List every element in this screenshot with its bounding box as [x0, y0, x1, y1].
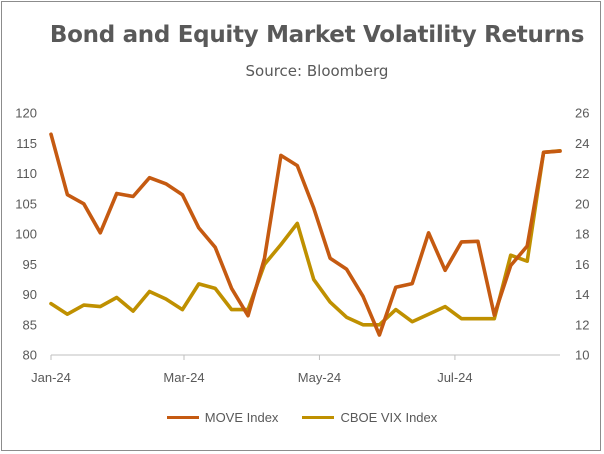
legend-swatch-vix — [302, 416, 335, 419]
legend-item-move: MOVE Index — [166, 410, 279, 425]
legend-item-vix: CBOE VIX Index — [302, 410, 437, 425]
right-axis-tick-label: 14 — [575, 287, 589, 302]
right-axis-tick-label: 24 — [575, 136, 589, 151]
chart-title: Bond and Equity Market Volatility Return… — [49, 22, 585, 48]
series-line-move-index — [49, 132, 562, 337]
left-axis-tick-label: 90 — [23, 287, 37, 302]
right-axis-tick-label: 26 — [575, 106, 589, 121]
chart-subtitle: Source: Bloomberg — [245, 62, 389, 80]
chart-legend: MOVE Index CBOE VIX Index — [0, 410, 604, 425]
series-line-cboe-vix-index — [49, 149, 562, 327]
legend-label-vix: CBOE VIX Index — [340, 410, 438, 425]
x-axis-tick-label: Jan-24 — [31, 370, 71, 385]
left-axis-tick-label: 80 — [23, 348, 37, 363]
legend-label-move: MOVE Index — [204, 410, 279, 425]
left-axis-tick-label: 85 — [23, 317, 37, 332]
left-axis-tick-label: 120 — [15, 106, 37, 121]
left-axis-tick-label: 110 — [16, 166, 37, 181]
left-axis-tick-label: 95 — [23, 257, 37, 272]
right-axis-tick-label: 20 — [575, 196, 589, 211]
right-axis-tick-label: 22 — [575, 166, 589, 181]
right-axis-tick-label: 10 — [575, 348, 589, 363]
right-axis-tick-label: 18 — [575, 227, 589, 242]
left-axis-tick-label: 105 — [15, 196, 37, 211]
right-axis-tick-label: 16 — [575, 257, 589, 272]
x-axis-tick-label: Jul-24 — [437, 370, 472, 385]
right-axis-tick-label: 12 — [575, 317, 589, 332]
left-axis-tick-label: 115 — [16, 136, 37, 151]
x-axis-tick-label: Mar-24 — [163, 370, 204, 385]
legend-swatch-move — [166, 416, 199, 419]
x-axis-tick-label: May-24 — [298, 370, 341, 385]
left-axis-tick-label: 100 — [15, 227, 37, 242]
